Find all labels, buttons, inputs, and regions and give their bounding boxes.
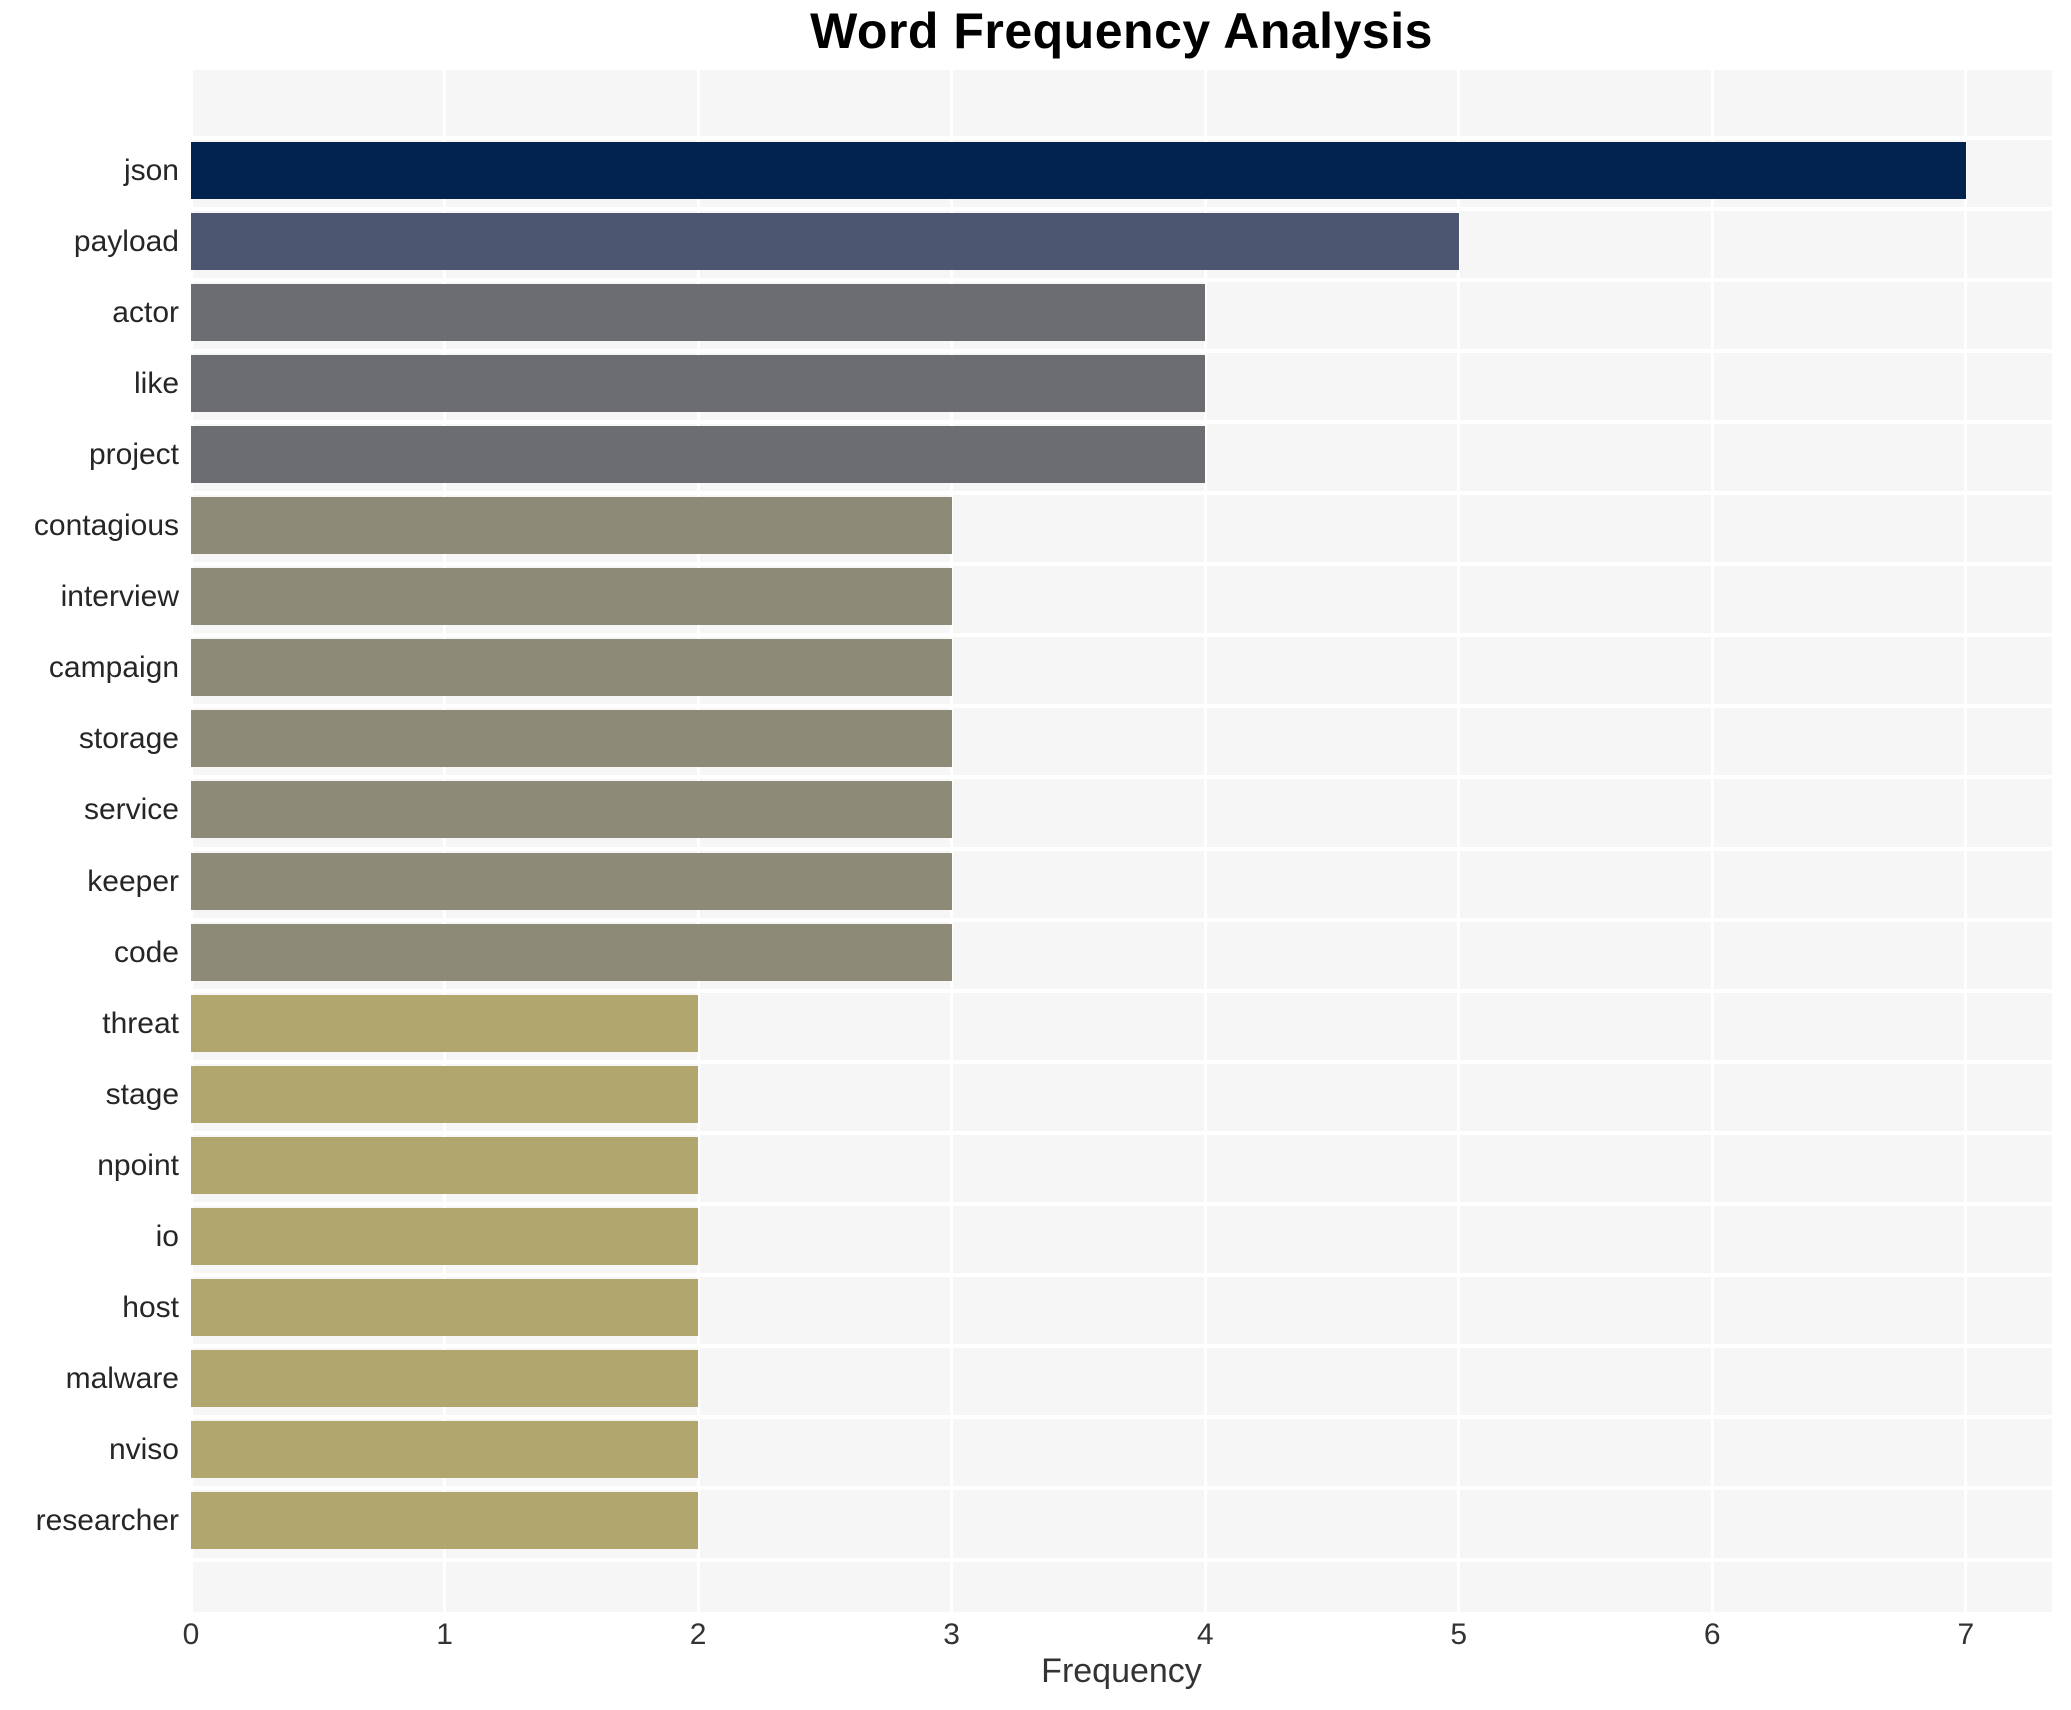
gridline-x-5 [1457, 70, 1461, 1612]
gridline-row-boundary [191, 1059, 2052, 1064]
gridline-row-boundary [191, 1344, 2052, 1349]
y-label-campaign: campaign [48, 651, 179, 685]
gridline-x-7 [1964, 70, 1968, 1612]
y-label-code: code [113, 935, 179, 969]
x-tick-4: 4 [1196, 1618, 1214, 1651]
gridline-x-1 [443, 70, 447, 1612]
bar-threat [191, 994, 699, 1052]
y-label-npoint: npoint [97, 1148, 179, 1182]
y-label-threat: threat [102, 1006, 179, 1040]
gridline-x-4 [1203, 70, 1207, 1612]
y-label-contagious: contagious [33, 509, 179, 542]
gridline-row-boundary [191, 846, 2052, 851]
bar-researcher [191, 1492, 699, 1550]
y-label-like: like [133, 366, 179, 400]
gridline-row-boundary [191, 633, 2052, 638]
bar-nviso [191, 1421, 699, 1479]
bar-like [191, 354, 1206, 412]
y-label-actor: actor [112, 295, 179, 329]
gridline-row-boundary [191, 491, 2052, 495]
gridline-row-boundary [191, 419, 2052, 424]
y-label-io: io [155, 1220, 179, 1253]
y-label-malware: malware [65, 1362, 179, 1396]
x-tick-1: 1 [436, 1618, 453, 1651]
bar-storage [191, 710, 952, 768]
gridline-row-boundary [191, 1557, 2052, 1562]
y-label-payload: payload [73, 224, 179, 258]
y-label-project: project [88, 437, 179, 471]
gridline-row-boundary [191, 704, 2052, 709]
x-tick-0: 0 [182, 1618, 200, 1651]
gridline-row-boundary [191, 988, 2052, 993]
gridline-row-boundary [191, 1415, 2052, 1420]
gridline-row-boundary [191, 1202, 2052, 1206]
gridline-x-3 [950, 70, 954, 1612]
y-label-stage: stage [105, 1077, 179, 1111]
gridline-x-6 [1710, 70, 1714, 1612]
plot-area [189, 70, 2052, 1612]
x-tick-2: 2 [689, 1618, 707, 1651]
bar-service [191, 781, 952, 839]
bar-npoint [191, 1136, 699, 1194]
bar-payload [191, 212, 1459, 270]
bar-malware [191, 1350, 699, 1408]
y-label-service: service [83, 793, 179, 827]
y-label-json: json [123, 153, 179, 187]
x-tick-7: 7 [1957, 1618, 1975, 1651]
chart-title: Word Frequency Analysis [810, 3, 1433, 59]
gridline-row-boundary [191, 917, 2052, 922]
y-label-storage: storage [78, 722, 179, 756]
gridline-row-boundary [191, 277, 2052, 282]
x-tick-6: 6 [1703, 1618, 1721, 1651]
bar-campaign [191, 639, 952, 697]
x-tick-5: 5 [1450, 1618, 1468, 1651]
gridline-row-boundary [191, 348, 2052, 353]
bar-json [191, 141, 1966, 199]
y-label-keeper: keeper [87, 864, 179, 898]
x-axis-title: Frequency [1041, 1652, 1202, 1690]
gridline-row-boundary [191, 206, 2052, 211]
gridline-row-boundary [191, 135, 2052, 140]
bar-code [191, 923, 952, 981]
bar-stage [191, 1065, 699, 1123]
y-label-researcher: researcher [35, 1504, 179, 1538]
y-label-nviso: nviso [108, 1433, 179, 1467]
y-label-interview: interview [60, 580, 179, 614]
bar-host [191, 1279, 699, 1337]
gridline-row-boundary [191, 775, 2052, 780]
y-label-host: host [122, 1291, 179, 1325]
gridline-row-boundary [191, 1130, 2052, 1135]
bar-contagious [191, 497, 952, 554]
gridline-row-boundary [191, 1273, 2052, 1278]
x-tick-3: 3 [943, 1618, 960, 1651]
gridline-x-2 [696, 70, 700, 1612]
bar-actor [191, 283, 1206, 341]
gridline-x-0 [189, 70, 193, 1612]
bar-io [191, 1208, 699, 1265]
bar-project [191, 425, 1206, 483]
bar-keeper [191, 852, 952, 910]
gridline-row-boundary [191, 562, 2052, 567]
bar-interview [191, 568, 952, 626]
gridline-row-boundary [191, 1486, 2052, 1491]
